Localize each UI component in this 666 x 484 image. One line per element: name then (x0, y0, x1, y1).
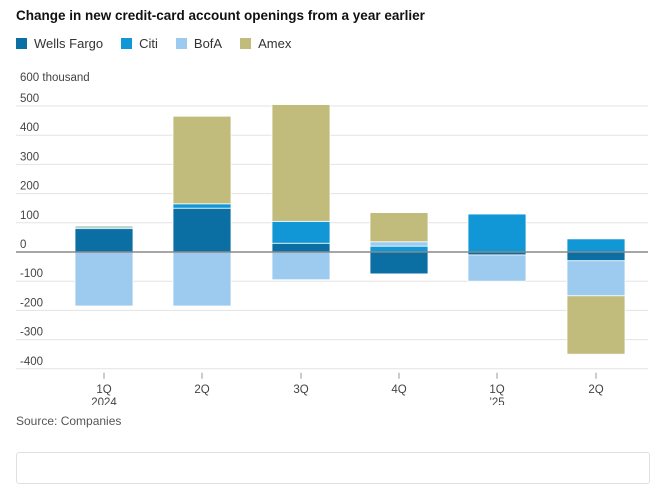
bar-segment-citi (566, 238, 626, 253)
bar-segment-wells-fargo (566, 251, 626, 262)
bar-segment-amex (271, 104, 331, 222)
legend-swatch-citi (121, 38, 133, 49)
bar-segment-amex (369, 212, 429, 243)
bar-segment-wells-fargo (172, 207, 232, 253)
bar-segment-amex (566, 295, 626, 355)
legend-item-amex: Amex (240, 36, 291, 51)
legend: Wells Fargo Citi BofA Amex (16, 36, 291, 51)
x-tick-label: 1Q (96, 384, 111, 396)
x-tick-label: 3Q (293, 384, 308, 396)
y-tick-label: -300 (20, 327, 43, 339)
bar-segment-bofa (271, 251, 331, 281)
bar-segment-citi (467, 213, 527, 253)
x-tick-label: 2Q (588, 384, 603, 396)
y-tick-label: 100 (20, 210, 39, 222)
y-tick-label: -100 (20, 268, 43, 280)
bottom-panel (16, 452, 650, 484)
stacked-bar-chart: 600 thousand -400 -300 -200 -100 0 100 200 300 40… (16, 72, 648, 405)
bar-segment-wells-fargo (271, 242, 331, 253)
legend-label-wells-fargo: Wells Fargo (34, 36, 104, 51)
bar-segment-wells-fargo (74, 228, 134, 253)
bar-segment-citi (271, 220, 331, 244)
x-tick-label: 4Q (391, 384, 406, 396)
y-tick-label: 0 (20, 239, 26, 251)
legend-item-citi: Citi (121, 36, 158, 51)
legend-item-wells-fargo: Wells Fargo (16, 36, 103, 51)
bar-segment-bofa (74, 251, 134, 307)
y-tick-label: 500 (20, 93, 39, 105)
bar-segment-citi (369, 245, 429, 253)
y-tick-label: 300 (20, 151, 39, 163)
bar-segment-bofa (566, 260, 626, 297)
x-tick-label: 1Q (489, 384, 504, 396)
y-axis-unit-label: 600 thousand (20, 72, 90, 84)
legend-swatch-bofa (175, 38, 187, 49)
legend-label-bofa: BofA (193, 36, 223, 51)
x-tick-label: 2Q (194, 384, 209, 396)
legend-swatch-amex (240, 38, 252, 49)
y-tick-label: 400 (20, 122, 39, 134)
source-note: Source: Companies (16, 414, 122, 428)
bar-segment-bofa (369, 241, 429, 247)
bar-segment-wells-fargo (369, 251, 429, 275)
bar-segment-citi (172, 203, 232, 209)
x-tick-label: ’25 (489, 397, 504, 405)
bar-segment-amex (74, 225, 134, 228)
y-tick-label: -200 (20, 297, 43, 309)
bar-segment-bofa (172, 251, 232, 307)
legend-label-citi: Citi (139, 36, 158, 51)
legend-item-bofa: BofA (175, 36, 223, 51)
bar-segment-amex (172, 115, 232, 205)
x-tick-label: 2024 (91, 397, 117, 405)
chart-title: Change in new credit-card account openin… (16, 8, 425, 23)
legend-label-amex: Amex (258, 36, 292, 51)
bar-segment-bofa (467, 254, 527, 282)
y-tick-label: 200 (20, 181, 39, 193)
legend-swatch-wells-fargo (16, 38, 27, 49)
y-tick-label: -400 (20, 356, 43, 368)
